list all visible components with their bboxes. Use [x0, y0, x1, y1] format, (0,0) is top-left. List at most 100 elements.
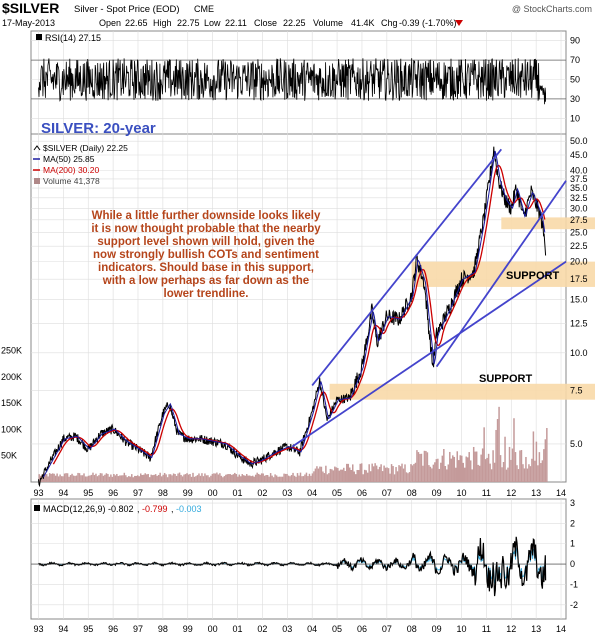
volume-bar	[532, 431, 535, 482]
volume-bar	[280, 476, 282, 482]
volume-bar	[290, 475, 293, 482]
volume-bar	[153, 474, 155, 482]
volume-bar	[284, 473, 287, 482]
rsi-legend: RSI(14) 27.15	[45, 33, 101, 43]
volume-bar	[322, 471, 324, 482]
annotation-line: with a low perhaps as far down as the	[102, 275, 309, 287]
volume-bar	[213, 473, 215, 482]
volume-bar	[102, 475, 105, 482]
volume-bar	[434, 462, 436, 482]
price-tick-label: 12.5	[570, 318, 588, 328]
volume-bar	[147, 473, 149, 482]
volume-bar	[531, 458, 533, 482]
high-label: High	[153, 18, 172, 28]
volume-bar	[510, 459, 512, 482]
x-tick-label-upper: 00	[208, 488, 218, 498]
volume-bar	[446, 469, 448, 482]
volume-bar	[301, 476, 303, 482]
volume-bar	[349, 467, 351, 482]
volume-bar	[340, 469, 342, 482]
volume-bar	[122, 475, 124, 482]
volume-bar	[408, 472, 411, 482]
volume-bar	[537, 465, 539, 482]
volume-bar	[380, 464, 382, 482]
volume-bar	[250, 476, 252, 482]
volume-bar	[314, 468, 317, 482]
volume-bar	[60, 476, 63, 482]
volume-bar	[525, 456, 527, 482]
volume-bar	[159, 472, 161, 482]
volume-bar	[157, 474, 160, 482]
volume-bar	[168, 474, 170, 482]
volume-bar	[366, 472, 369, 482]
x-tick-label-lower: 03	[282, 624, 292, 634]
volume-bar	[216, 472, 218, 482]
volume-bar	[62, 476, 64, 482]
volume-bar	[163, 472, 166, 482]
volume-bar	[363, 469, 366, 482]
volume-bar	[472, 446, 475, 482]
volume-bar	[362, 474, 364, 482]
volume-bar	[347, 463, 350, 482]
volume-bar	[302, 476, 305, 482]
volume-bar	[204, 473, 206, 482]
volume-bar	[387, 468, 390, 482]
volume-bar	[429, 466, 432, 482]
volume-bar	[256, 472, 258, 482]
open-value: 22.65	[125, 18, 148, 28]
volume-bar	[390, 464, 393, 482]
volume-bar	[59, 474, 61, 482]
volume-tick-label: 250K	[1, 346, 22, 356]
x-tick-label-lower: 94	[58, 624, 68, 634]
volume-bar	[263, 475, 266, 482]
volume-bar	[156, 475, 158, 482]
price-tick-label: 32.5	[570, 193, 588, 203]
volume-bar	[66, 473, 69, 482]
price-tick-label: 40.0	[570, 165, 588, 175]
volume-bar	[186, 473, 188, 482]
chg-down-arrow-icon	[455, 20, 463, 26]
volume-bar	[269, 473, 272, 482]
volume-bar	[148, 477, 151, 482]
volume-tick-label: 100K	[1, 424, 22, 434]
volume-bars	[38, 406, 548, 482]
macd-series	[31, 536, 566, 597]
macd-legend-label: MACD(12,26,9)	[43, 504, 106, 514]
volume-bar	[92, 472, 94, 482]
x-tick-label-upper: 07	[382, 488, 392, 498]
x-tick-label-lower: 96	[108, 624, 118, 634]
volume-bar	[237, 476, 239, 482]
volume-bar	[251, 475, 254, 482]
x-tick-label-lower: 00	[208, 624, 218, 634]
price-legend-icon	[33, 145, 41, 151]
volume-bar	[304, 474, 306, 482]
annotation-text: While a little further downside looks li…	[91, 210, 321, 300]
x-tick-label-upper: 04	[307, 488, 317, 498]
volume-bar	[229, 474, 232, 482]
support-band	[501, 217, 595, 230]
volume-bar	[459, 455, 461, 482]
macd-legend-histogram: -0.003	[176, 504, 202, 514]
volume-tick-label: 150K	[1, 398, 22, 408]
chart-title: SILVER: 20-year	[41, 120, 156, 137]
volume-bar	[458, 460, 460, 482]
x-tick-label-upper: 09	[432, 488, 442, 498]
volume-bar	[338, 470, 341, 482]
annotation-line: it is now thought probable that the near…	[91, 223, 321, 235]
volume-bar	[65, 473, 67, 482]
x-tick-label-lower: 98	[158, 624, 168, 634]
volume-bar	[53, 473, 55, 482]
volume-bar	[63, 473, 66, 482]
x-tick-label-upper: 01	[233, 488, 243, 498]
volume-bar	[74, 475, 76, 482]
volume-bar	[205, 475, 208, 482]
volume-bar	[247, 475, 249, 482]
volume-bar	[378, 466, 381, 482]
volume-bar	[425, 450, 427, 482]
x-tick-label-lower: 08	[407, 624, 417, 634]
x-tick-label-upper: 12	[506, 488, 516, 498]
volume-bar	[401, 463, 403, 482]
x-tick-label-upper: 14	[556, 488, 566, 498]
annotation-line: lower trendline.	[164, 288, 249, 300]
volume-bar	[120, 475, 123, 482]
